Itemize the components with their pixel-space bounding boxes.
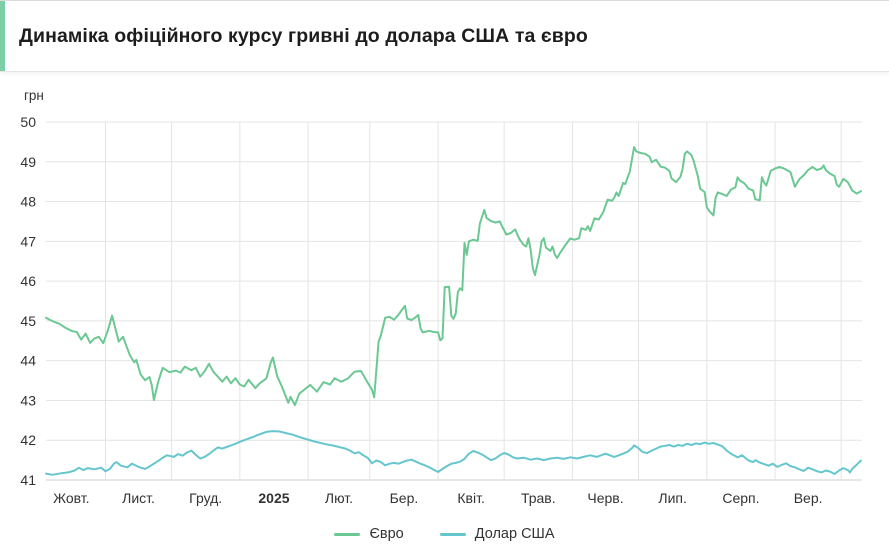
usd-line-swatch-icon xyxy=(439,532,466,536)
x-axis-tick-label: Серп. xyxy=(722,490,759,506)
x-axis-tick-label: Бер. xyxy=(390,490,419,506)
y-axis-unit-label: грн xyxy=(24,88,44,103)
x-axis-tick-label: 2025 xyxy=(258,490,289,506)
legend-item-usd[interactable]: Долар США xyxy=(439,526,555,542)
x-axis-tick-label: Черв. xyxy=(587,490,623,506)
legend-label-euro: Євро xyxy=(369,526,404,542)
y-axis-tick-label: 43 xyxy=(20,392,36,408)
euro-line xyxy=(45,146,862,407)
page-title: Динаміка офіційного курсу гривні до дола… xyxy=(19,24,588,47)
y-axis-tick-label: 50 xyxy=(20,114,36,130)
legend-item-euro[interactable]: Євро xyxy=(334,526,404,542)
y-axis-tick-label: 45 xyxy=(20,313,36,329)
x-axis-tick-label: Лист. xyxy=(122,490,155,506)
usd-line xyxy=(45,430,862,476)
x-axis-tick-label: Жовт. xyxy=(53,490,89,506)
y-axis-tick-label: 49 xyxy=(20,154,36,170)
x-axis-tick-label: Груд. xyxy=(189,490,222,506)
euro-line-swatch-icon xyxy=(334,532,361,536)
chart-legend: Євро Долар США xyxy=(0,526,889,542)
y-axis-tick-label: 48 xyxy=(20,194,36,210)
y-axis-tick-label: 44 xyxy=(20,353,36,369)
accent-bar xyxy=(0,1,5,71)
legend-label-usd: Долар США xyxy=(474,526,555,542)
x-axis-tick-label: Трав. xyxy=(521,490,556,506)
x-axis-tick-label: Квіт. xyxy=(457,490,484,506)
y-axis-tick-label: 46 xyxy=(20,273,36,289)
y-axis-tick-label: 47 xyxy=(20,233,36,249)
x-axis-tick-label: Вер. xyxy=(794,490,823,506)
x-axis-tick-label: Лип. xyxy=(658,490,686,506)
y-axis-tick-label: 42 xyxy=(20,432,36,448)
x-axis-tick-label: Лют. xyxy=(325,490,353,506)
y-axis-tick-label: 41 xyxy=(20,472,36,488)
chart-title-bar: Динаміка офіційного курсу гривні до дола… xyxy=(0,0,889,71)
